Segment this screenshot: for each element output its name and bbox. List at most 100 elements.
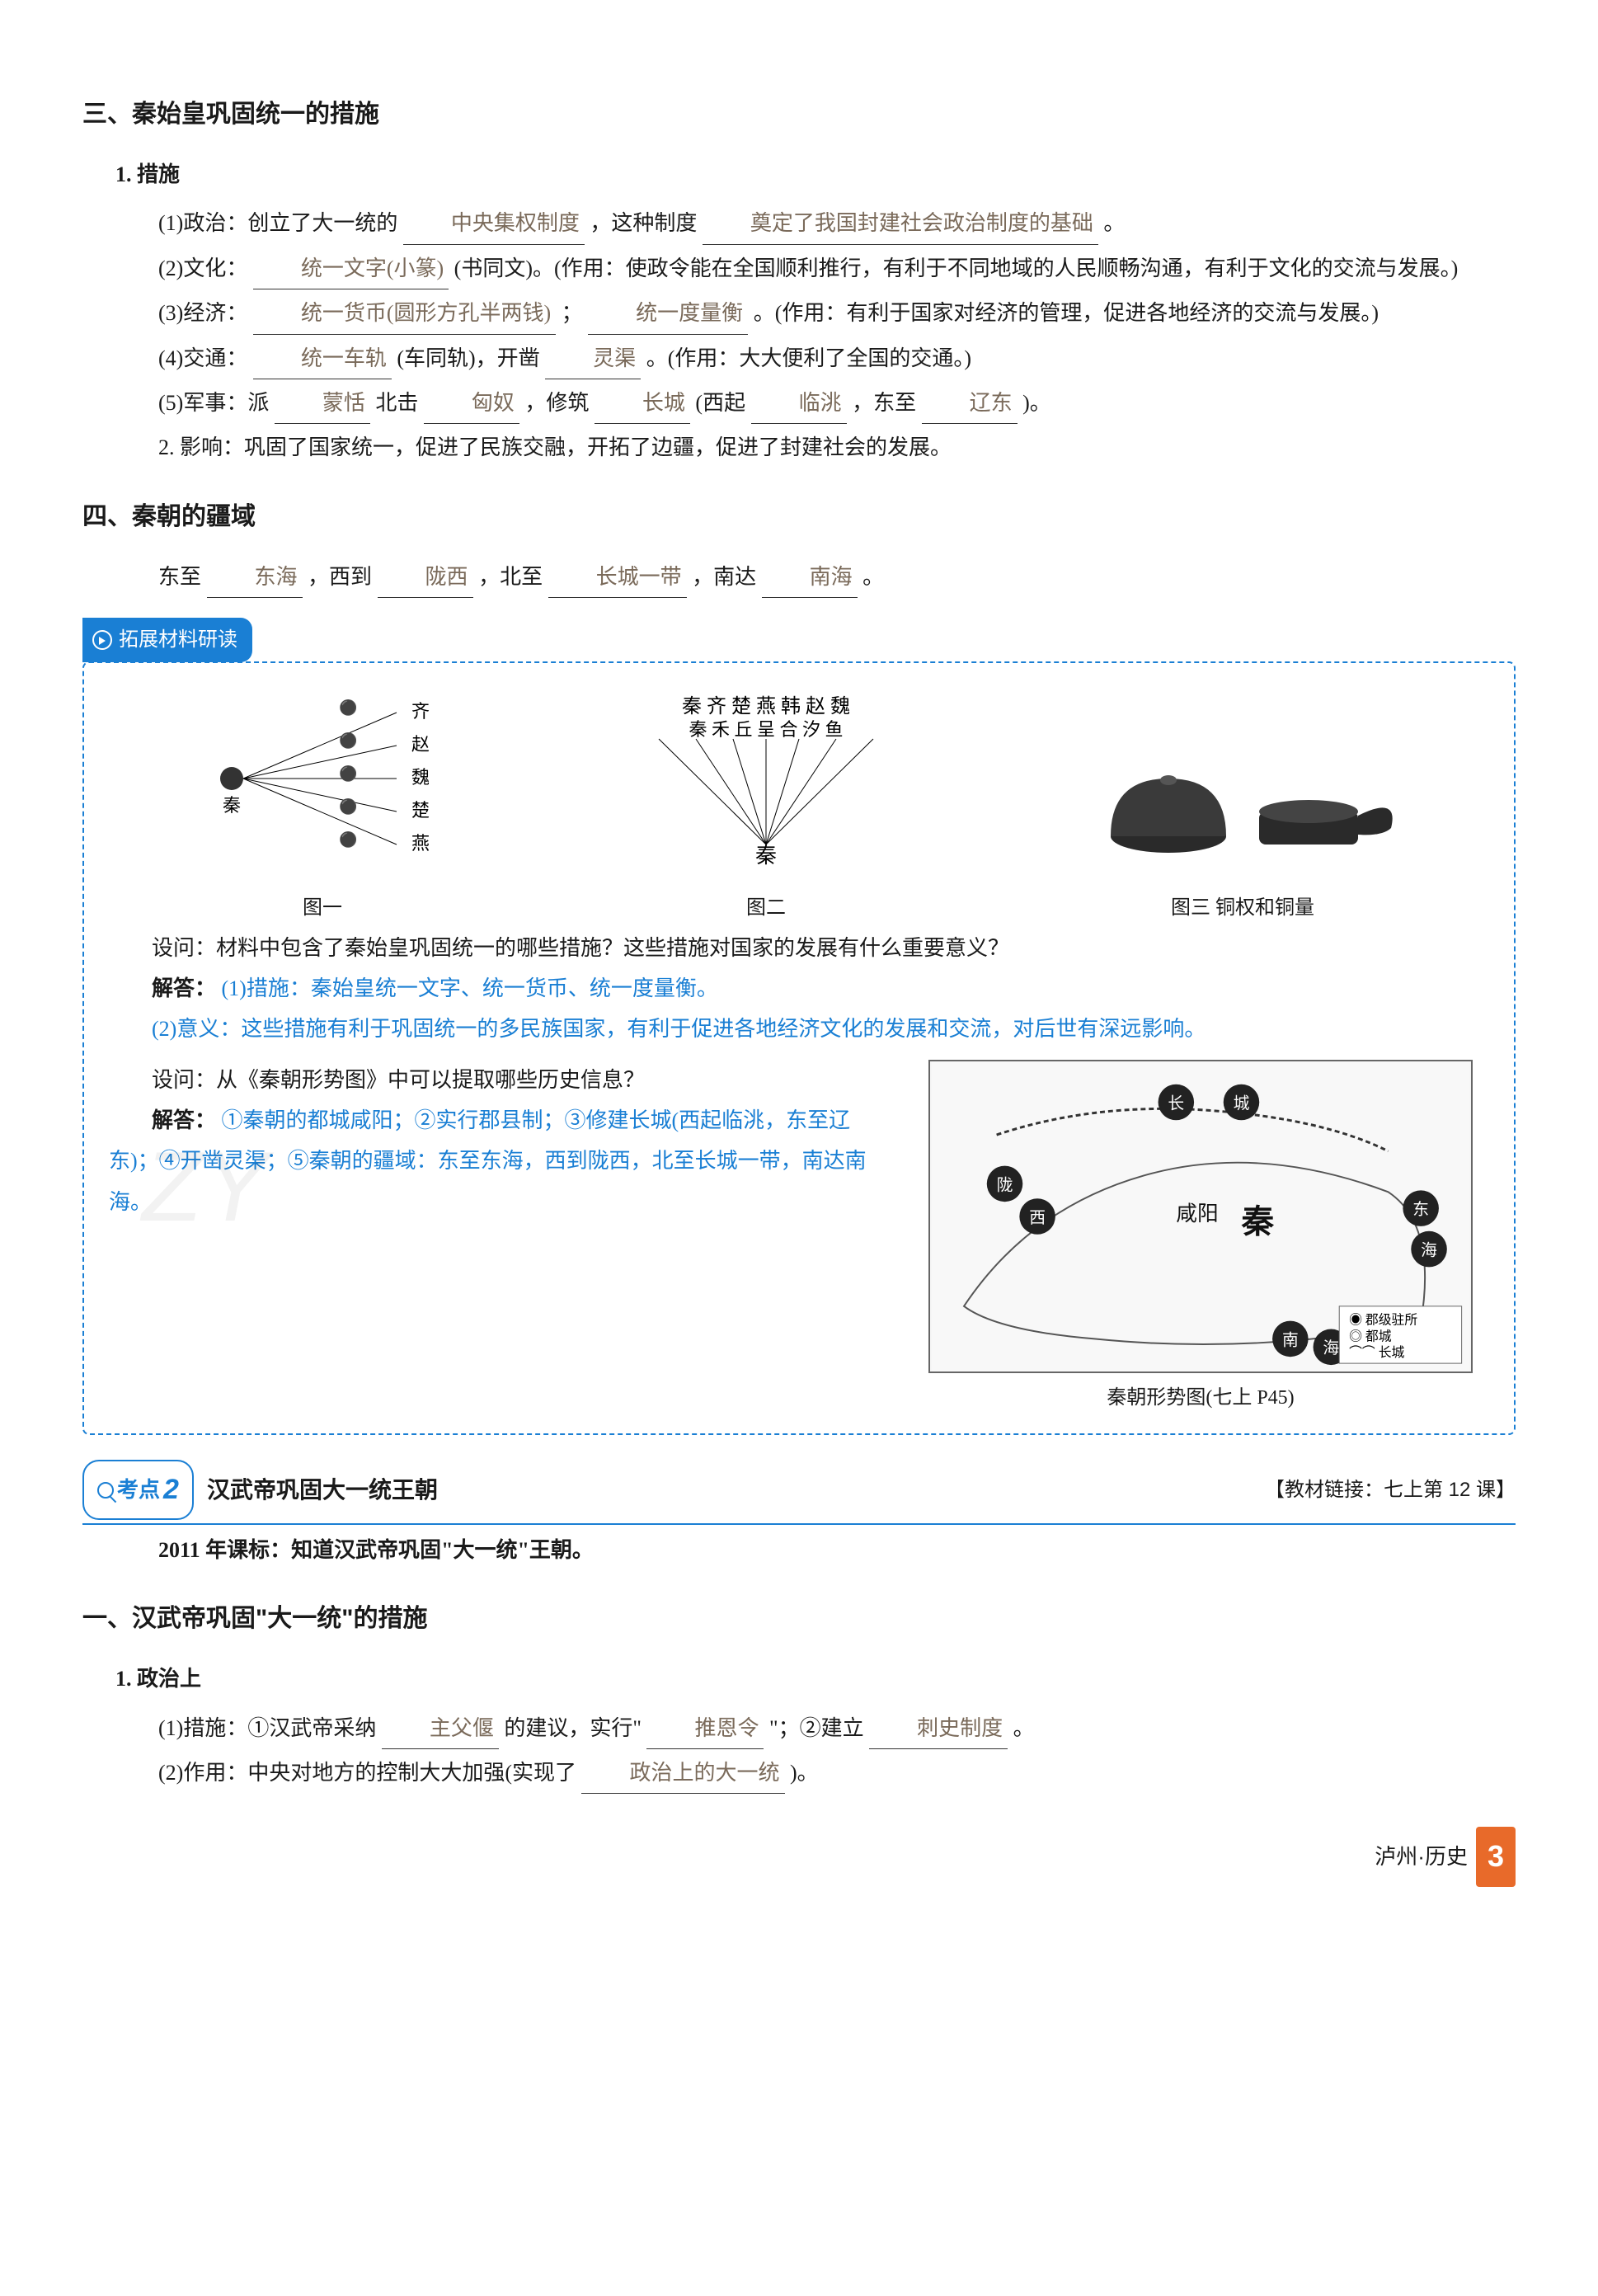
text: 。 — [862, 565, 884, 589]
qa1-a2: (2)意义：这些措施有利于巩固统一的多民族国家，有利于促进各地经济文化的发展和交… — [109, 1009, 1489, 1049]
item-2-culture: (2)文化： 统一文字(小篆) (书同文)。(作用：使政令能在全国顺利推行，有利… — [115, 248, 1516, 289]
text: (2)文化： — [158, 256, 247, 280]
blank-script: 统一文字(小篆) — [253, 248, 449, 289]
sub-2-impact: 2. 影响：巩固了国家统一，促进了民族交融，开拓了边疆，促进了封建社会的发展。 — [115, 427, 1516, 468]
svg-text:咸阳: 咸阳 — [1176, 1202, 1218, 1226]
text: ，西到 — [308, 565, 372, 589]
text: ，修筑 — [524, 391, 589, 415]
qa1-question: 设问：材料中包含了秦始皇巩固统一的哪些措施？这些措施对国家的发展有什么重要意义？ — [109, 928, 1489, 968]
svg-text:赵: 赵 — [411, 734, 430, 755]
svg-text:秦: 秦 — [223, 795, 241, 816]
figure-1: 秦 齐 赵 魏 楚 燕 ⚫ ⚫ ⚫ ⚫ ⚫ 图一 — [199, 688, 446, 927]
blank-lintao: 临洮 — [751, 383, 847, 424]
answer-label: 解答： — [152, 976, 216, 1000]
text: 北击 — [375, 391, 418, 415]
qa2-answer: 解答： ①秦朝的都城咸阳；②实行郡县制；③修建长城(西起临洮，东至辽东)；④开凿… — [109, 1100, 895, 1222]
territory-line: 东至 东海 ，西到 陇西 ，北至 长城一带 ，南达 南海 。 — [115, 557, 1516, 598]
callout-tab: 拓展材料研读 — [82, 618, 252, 662]
svg-text:齐: 齐 — [411, 701, 430, 722]
blank-political-unity: 政治上的大一统 — [581, 1753, 784, 1794]
blank-currency: 统一货币(圆形方孔半两钱) — [253, 293, 556, 334]
text: (4)交通： — [158, 346, 247, 370]
item-4-transport: (4)交通： 统一车轨 (车同轨)，开凿 灵渠 。(作用：大大便利了全国的交通。… — [115, 338, 1516, 379]
text: 。 — [1103, 211, 1125, 235]
text: (1)政治：创立了大一统的 — [158, 211, 397, 235]
states-row: 秦 齐 楚 燕 韩 赵 魏 — [682, 695, 850, 718]
svg-text:楚: 楚 — [411, 800, 430, 821]
svg-text:秦: 秦 — [755, 844, 777, 868]
kaodian-row: 考点 2 汉武帝巩固大一统王朝 【教材链接：七上第 12 课】 — [82, 1460, 1516, 1525]
svg-text:⚫: ⚫ — [339, 797, 357, 815]
text: 的建议，实行" — [504, 1716, 642, 1740]
qa2-question: 设问：从《秦朝形势图》中可以提取哪些历史信息？ — [109, 1060, 895, 1100]
text: ； — [562, 301, 583, 325]
svg-text:燕: 燕 — [411, 833, 430, 854]
text: ，北至 — [478, 565, 543, 589]
material-box: 秦 齐 赵 魏 楚 燕 ⚫ ⚫ ⚫ ⚫ ⚫ 图一 秦 齐 楚 燕 — [82, 661, 1516, 1435]
figure-3: 图三 铜权和铜量 — [1086, 721, 1399, 927]
svg-text:南: 南 — [1282, 1331, 1299, 1349]
blank-zhufu: 主父偃 — [382, 1708, 499, 1749]
text: ，这种制度 — [590, 211, 697, 235]
qa2-a: ①秦朝的都城咸阳；②实行郡县制；③修建长城(西起临洮，东至辽东)；④开凿灵渠；⑤… — [109, 1108, 867, 1214]
blank-donghai: 东海 — [207, 557, 303, 598]
kaodian-num: 2 — [163, 1463, 179, 1517]
footer-text: 泸州·历史 — [1375, 1837, 1468, 1877]
qa1-answer: 解答： (1)措施：秦始皇统一文字、统一货币、统一度量衡。 — [109, 968, 1489, 1009]
figure-3-diagram — [1086, 721, 1399, 869]
figure-2-diagram: 秦 齐 楚 燕 韩 赵 魏 秦 禾 丘 呈 合 汐 鱼 秦 — [626, 688, 906, 869]
blank-mengtian: 蒙恬 — [275, 383, 370, 424]
text: )。 — [790, 1761, 819, 1785]
svg-text:⚫: ⚫ — [339, 830, 357, 848]
page-footer: 泸州·历史 3 — [82, 1827, 1516, 1886]
svg-text:⚫: ⚫ — [339, 765, 357, 782]
figures-row: 秦 齐 赵 魏 楚 燕 ⚫ ⚫ ⚫ ⚫ ⚫ 图一 秦 齐 楚 燕 — [109, 688, 1489, 927]
figure-2-caption: 图二 — [626, 890, 906, 928]
blank-nanhai: 南海 — [762, 557, 858, 598]
text: (3)经济： — [158, 301, 247, 325]
han-l1: (1)措施：①汉武帝采纳 主父偃 的建议，实行" 推恩令 "；②建立 刺史制度 … — [115, 1708, 1516, 1749]
section-han-title: 一、汉武帝巩固"大一统"的措施 — [82, 1595, 1516, 1642]
item-5-military: (5)军事：派 蒙恬 北击 匈奴 ，修筑 长城 (西起 临洮 ，东至 辽东 )。 — [115, 383, 1516, 424]
callout-label: 拓展材料研读 — [119, 621, 237, 659]
speaker-icon — [92, 630, 112, 650]
section-3-title: 三、秦始皇巩固统一的措施 — [82, 91, 1516, 138]
text: (2)作用：中央对地方的控制大大加强(实现了 — [158, 1761, 576, 1785]
figure-1-caption: 图一 — [199, 890, 446, 928]
han-l2: (2)作用：中央对地方的控制大大加强(实现了 政治上的大一统 )。 — [115, 1753, 1516, 1794]
svg-text:秦: 秦 — [1241, 1203, 1274, 1240]
svg-text:◉ 郡级驻所: ◉ 郡级驻所 — [1349, 1312, 1417, 1327]
blank-weights: 统一度量衡 — [588, 293, 748, 334]
text: "；②建立 — [769, 1716, 864, 1740]
item-3-economy: (3)经济： 统一货币(圆形方孔半两钱) ； 统一度量衡 。(作用：有利于国家对… — [115, 293, 1516, 334]
figure-2: 秦 齐 楚 燕 韩 赵 魏 秦 禾 丘 呈 合 汐 鱼 秦 图二 — [626, 688, 906, 927]
text: (西起 — [695, 391, 745, 415]
blank-central-power: 中央集权制度 — [403, 203, 585, 244]
qa2-block: ZY 设问：从《秦朝形势图》中可以提取哪些历史信息？ 解答： ①秦朝的都城咸阳；… — [109, 1060, 1489, 1418]
magnifier-icon — [97, 1482, 114, 1499]
section-4-title: 四、秦朝的疆域 — [82, 493, 1516, 540]
blank-longxi: 陇西 — [378, 557, 473, 598]
svg-text:西: 西 — [1029, 1209, 1046, 1227]
svg-text:◎ 都城: ◎ 都城 — [1349, 1329, 1392, 1343]
figure-3-caption: 图三 铜权和铜量 — [1086, 890, 1399, 928]
sub-1-measures: 1. 措施 — [115, 154, 1516, 195]
blank-cishi: 刺史制度 — [869, 1708, 1008, 1749]
blank-changcheng: 长城一带 — [548, 557, 687, 598]
svg-text:海: 海 — [1323, 1339, 1339, 1357]
han-sub1: 1. 政治上 — [115, 1658, 1516, 1699]
kaodian-title: 汉武帝巩固大一统王朝 — [207, 1468, 438, 1512]
qa1-a1: (1)措施：秦始皇统一文字、统一货币、统一度量衡。 — [222, 976, 718, 1000]
answer-label-2: 解答： — [152, 1108, 216, 1132]
blank-greatwall: 长城 — [595, 383, 690, 424]
blank-tuien: 推恩令 — [646, 1708, 764, 1749]
svg-text:长: 长 — [1168, 1094, 1184, 1113]
map-box: 陇 西 长 城 东 海 南 海 咸阳 秦 ◉ 郡级驻所 ◎ 都城 ⌒⌒ 长城 秦… — [912, 1060, 1489, 1418]
kaodian-text: 考点 — [117, 1470, 160, 1510]
blank-foundation: 奠定了我国封建社会政治制度的基础 — [703, 203, 1098, 244]
svg-text:⌒⌒ 长城: ⌒⌒ 长城 — [1349, 1345, 1404, 1360]
svg-text:东: 东 — [1412, 1201, 1429, 1219]
text: (1)措施：①汉武帝采纳 — [158, 1716, 376, 1740]
figure-1-diagram: 秦 齐 赵 魏 楚 燕 ⚫ ⚫ ⚫ ⚫ ⚫ — [199, 688, 446, 869]
text: (书同文)。(作用：使政令能在全国顺利推行，有利于不同地域的人民顺畅沟通，有利于… — [454, 256, 1459, 280]
